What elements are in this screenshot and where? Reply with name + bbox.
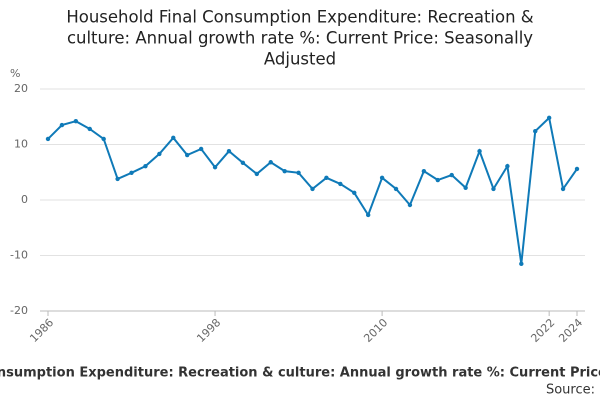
point <box>268 160 273 165</box>
point <box>45 136 51 142</box>
point <box>421 168 427 174</box>
footer: onsumption Expenditure: Recreation & cul… <box>0 366 600 381</box>
point <box>59 122 65 128</box>
point <box>212 165 218 170</box>
y-tick-label: 0 <box>21 193 28 206</box>
point <box>533 128 538 134</box>
y-tick-label: 20 <box>14 82 28 95</box>
point <box>407 202 413 208</box>
point <box>282 168 287 174</box>
point <box>129 170 134 176</box>
point <box>73 118 79 124</box>
point <box>505 163 510 169</box>
y-tick-label: 10 <box>14 138 28 151</box>
point <box>198 146 204 152</box>
x-tick-label: 1998 <box>194 316 223 345</box>
point <box>185 152 190 158</box>
point <box>491 186 496 192</box>
x-tick-label: 1986 <box>27 316 56 345</box>
point <box>240 160 246 166</box>
point <box>477 148 482 154</box>
x-tick-label: 2024 <box>556 316 585 345</box>
point <box>519 261 524 267</box>
y-tick-label: -20 <box>10 304 28 317</box>
point <box>449 172 454 178</box>
point <box>143 163 148 169</box>
point <box>435 177 440 183</box>
point <box>254 171 260 177</box>
chart-title: Adjusted <box>264 50 336 69</box>
point <box>324 175 329 180</box>
point <box>171 135 176 141</box>
point <box>338 181 343 187</box>
point <box>463 185 468 190</box>
x-tick-label: 2022 <box>528 316 557 345</box>
point <box>393 186 399 192</box>
point <box>365 212 371 218</box>
source: Source: <box>546 383 595 398</box>
point <box>296 170 301 176</box>
point <box>352 190 357 195</box>
chart-title: culture: Annual growth rate %: Current P… <box>67 29 533 48</box>
y-axis-label: % <box>10 67 20 80</box>
x-tick-label: 2010 <box>361 316 390 345</box>
point <box>87 126 92 132</box>
point <box>560 186 566 192</box>
point <box>546 115 552 121</box>
chart-title: Household Final Consumption Expenditure:… <box>66 8 533 27</box>
point <box>226 148 232 154</box>
point <box>379 175 385 180</box>
y-tick-label: -10 <box>10 249 28 262</box>
point <box>115 176 120 182</box>
point <box>574 166 580 172</box>
point <box>310 186 315 192</box>
point <box>101 136 106 142</box>
point <box>157 151 162 157</box>
